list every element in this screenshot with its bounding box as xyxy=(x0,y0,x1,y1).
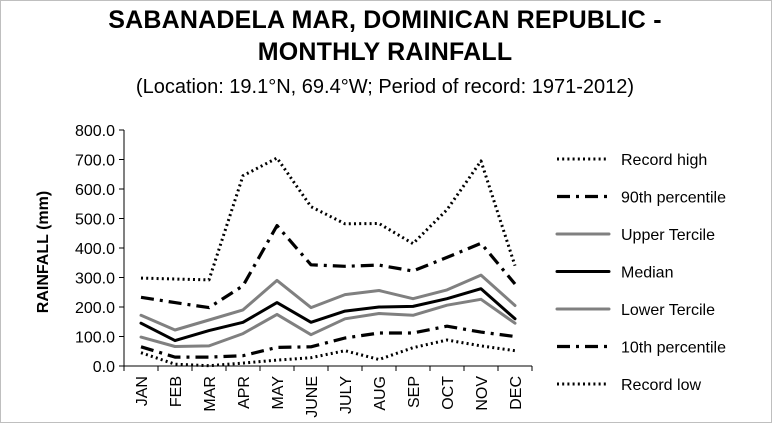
y-tick-label: 700.0 xyxy=(75,153,115,170)
legend: Record high 90th percentile Upper Tercile M… xyxy=(555,152,726,394)
y-tick-label: 400.0 xyxy=(75,241,115,258)
legend-label-lower-tercile: Lower Tercile xyxy=(621,302,715,319)
legend-label-10th-percentile: 10th percentile xyxy=(621,340,726,357)
x-tick-label: FEB xyxy=(168,376,185,407)
chart-title-line-1: SABANADELA MAR, DOMINICAN REPUBLIC - xyxy=(108,6,662,34)
legend-label-record-high: Record high xyxy=(621,152,707,169)
legend-label-record-low: Record low xyxy=(621,377,701,394)
legend-label-median: Median xyxy=(621,265,673,282)
series-line-record-high xyxy=(140,156,517,282)
legend-label-upper-tercile: Upper Tercile xyxy=(621,227,715,244)
y-tick-label: 500.0 xyxy=(75,212,115,229)
series-line-10th-percentile xyxy=(140,324,516,359)
x-tick-label: JUNE xyxy=(304,376,321,418)
x-tick-label: APR xyxy=(236,376,253,409)
y-tick-label: 100.0 xyxy=(75,330,115,347)
series-line-90th-percentile xyxy=(140,224,517,310)
x-tick-label: JULY xyxy=(338,376,355,414)
y-tick-label: 300.0 xyxy=(75,271,115,288)
x-tick-label: AUG xyxy=(372,376,389,411)
x-tick-label: NOV xyxy=(474,376,491,411)
chart-subtitle: (Location: 19.1°N, 69.4°W; Period of rec… xyxy=(135,76,635,98)
y-tick-label: 0.0 xyxy=(93,359,115,376)
series-lines xyxy=(139,156,517,368)
chart-axes xyxy=(119,129,533,371)
x-tick-label: MAY xyxy=(270,376,287,410)
y-tick-label: 200.0 xyxy=(75,300,115,317)
series-line-lower-tercile xyxy=(139,297,517,348)
y-axis-label: RAINFALL (mm) xyxy=(35,191,52,313)
x-tick-label: MAR xyxy=(202,376,219,412)
x-tick-label: JAN xyxy=(134,376,151,406)
x-tick-label: SEP xyxy=(406,376,423,408)
y-tick-label: 600.0 xyxy=(75,182,115,199)
legend-label-90th-percentile: 90th percentile xyxy=(621,190,726,207)
x-tick-label: OCT xyxy=(440,376,457,410)
series-line-upper-tercile xyxy=(139,273,517,332)
tick-labels: 0.0 100.0 200.0 300.0 400.0 500.0 600.0 700.0 80… xyxy=(75,123,525,418)
y-tick-label: 800.0 xyxy=(75,123,115,140)
series-line-median xyxy=(139,287,517,343)
x-tick-label: DEC xyxy=(508,376,525,410)
series-line-record-low xyxy=(140,338,516,368)
chart-title-line-2: MONTHLY RAINFALL xyxy=(257,38,513,66)
